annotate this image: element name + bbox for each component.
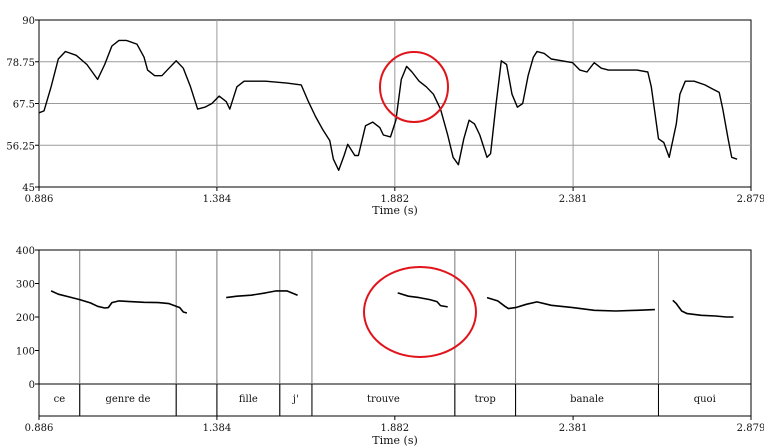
word-label: j' <box>292 394 299 405</box>
pitch-plot-frame <box>38 249 752 417</box>
x-tick-label: 1.384 <box>203 423 232 434</box>
y-tick-label: 300 <box>16 280 35 291</box>
intensity-highlight-circle <box>379 51 449 123</box>
x-tick-label: 2.879 <box>737 423 764 434</box>
y-tick-label: 90 <box>22 16 35 27</box>
word-label: trop <box>475 394 496 405</box>
word-label: fille <box>239 394 258 405</box>
pitch-line <box>486 296 655 312</box>
y-tick-label: 78.75 <box>6 58 35 69</box>
pitch-line <box>397 292 448 308</box>
word-label: quoi <box>694 394 716 405</box>
pitch-curve <box>50 290 734 318</box>
word-label: trouve <box>367 394 400 405</box>
pitch-line <box>672 299 734 318</box>
x-tick-label: 2.381 <box>559 194 588 205</box>
pitch-line <box>226 290 298 299</box>
y-tick-label: 45 <box>22 183 35 194</box>
pitch-line <box>50 290 188 314</box>
y-tick-label: 400 <box>16 246 35 257</box>
x-tick-label: 0.886 <box>25 194 54 205</box>
y-tick-label: 200 <box>16 313 35 324</box>
intensity-panel: 0.886 1.384 1.882 2.381 2.879 45 56.25 67.5 78.7… <box>6 16 764 217</box>
word-boundaries <box>79 250 659 416</box>
x-tick-label: 1.384 <box>203 194 232 205</box>
intensity-x-axis-label: Time (s) <box>372 204 418 217</box>
pitch-panel: ce genre de fille j' trouve trop banale quoi 0.… <box>16 246 764 446</box>
pitch-axes: 0.886 1.384 1.882 2.381 2.879 0 100 200 300 400 <box>16 246 764 434</box>
x-tick-label: 0.886 <box>25 423 54 434</box>
intensity-line <box>38 39 738 171</box>
y-tick-label: 67.5 <box>13 100 35 111</box>
word-label: genre de <box>105 394 150 405</box>
x-tick-label: 1.882 <box>381 423 410 434</box>
y-tick-label: 100 <box>16 347 35 358</box>
intensity-axes: 0.886 1.384 1.882 2.381 2.879 45 56.25 67.5 78.7… <box>6 16 764 205</box>
x-tick-label: 1.882 <box>381 194 410 205</box>
y-tick-label: 0 <box>29 380 35 391</box>
word-label: ce <box>54 394 66 405</box>
y-tick-label: 56.25 <box>6 141 35 152</box>
intensity-gridlines <box>39 20 751 187</box>
x-tick-label: 2.879 <box>737 194 764 205</box>
word-label: banale <box>570 394 604 405</box>
word-tier: ce genre de fille j' trouve trop banale quoi <box>54 394 716 405</box>
x-tick-label: 2.381 <box>559 423 588 434</box>
pitch-highlight-circle <box>363 266 477 358</box>
intensity-curve <box>38 39 738 171</box>
pitch-x-axis-label: Time (s) <box>372 434 418 446</box>
